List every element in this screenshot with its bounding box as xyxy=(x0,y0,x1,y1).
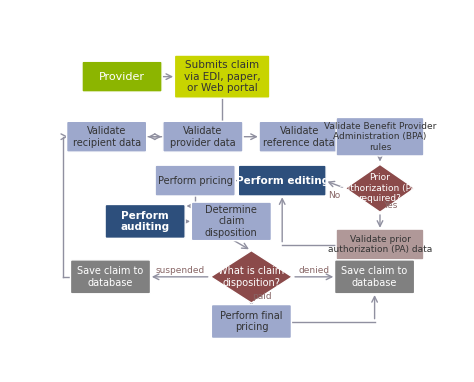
FancyBboxPatch shape xyxy=(238,165,326,196)
FancyBboxPatch shape xyxy=(105,204,185,238)
Text: Prior
authorization (PA)
required?: Prior authorization (PA) required? xyxy=(339,173,420,203)
FancyBboxPatch shape xyxy=(71,260,151,294)
FancyBboxPatch shape xyxy=(211,304,292,338)
Text: Perform final
pricing: Perform final pricing xyxy=(220,311,283,332)
FancyBboxPatch shape xyxy=(336,117,424,156)
Text: Perform editing: Perform editing xyxy=(236,176,329,186)
Text: Save claim to
database: Save claim to database xyxy=(341,266,408,288)
Text: Validate
provider data: Validate provider data xyxy=(170,126,236,147)
Text: Validate Benefit Provider
Administration (BPA)
rules: Validate Benefit Provider Administration… xyxy=(324,122,436,152)
Text: What is claim
disposition?: What is claim disposition? xyxy=(218,266,284,288)
FancyBboxPatch shape xyxy=(259,121,339,152)
Text: Validate
recipient data: Validate recipient data xyxy=(73,126,141,147)
FancyBboxPatch shape xyxy=(174,55,270,98)
Text: Provider: Provider xyxy=(99,72,145,82)
Text: Perform pricing: Perform pricing xyxy=(158,176,233,186)
Text: Perform
auditing: Perform auditing xyxy=(120,210,170,232)
Text: No: No xyxy=(328,191,340,201)
FancyBboxPatch shape xyxy=(163,121,243,152)
FancyBboxPatch shape xyxy=(191,202,272,241)
FancyBboxPatch shape xyxy=(335,260,415,294)
Text: Validate
reference data: Validate reference data xyxy=(264,126,335,147)
Text: Save claim to
database: Save claim to database xyxy=(77,266,144,288)
FancyBboxPatch shape xyxy=(82,61,162,92)
Text: suspended: suspended xyxy=(155,266,204,275)
Text: Submits claim
via EDI, paper,
or Web portal: Submits claim via EDI, paper, or Web por… xyxy=(184,60,260,93)
Polygon shape xyxy=(346,164,415,212)
FancyBboxPatch shape xyxy=(66,121,146,152)
Polygon shape xyxy=(210,251,292,303)
FancyBboxPatch shape xyxy=(155,165,235,196)
Text: denied: denied xyxy=(299,266,330,275)
Text: Yes: Yes xyxy=(383,201,398,210)
Text: paid: paid xyxy=(252,292,272,301)
Text: Validate prior
authorization (PA) data: Validate prior authorization (PA) data xyxy=(328,235,432,254)
FancyBboxPatch shape xyxy=(336,229,424,260)
Text: Determine
claim
disposition: Determine claim disposition xyxy=(205,205,258,238)
